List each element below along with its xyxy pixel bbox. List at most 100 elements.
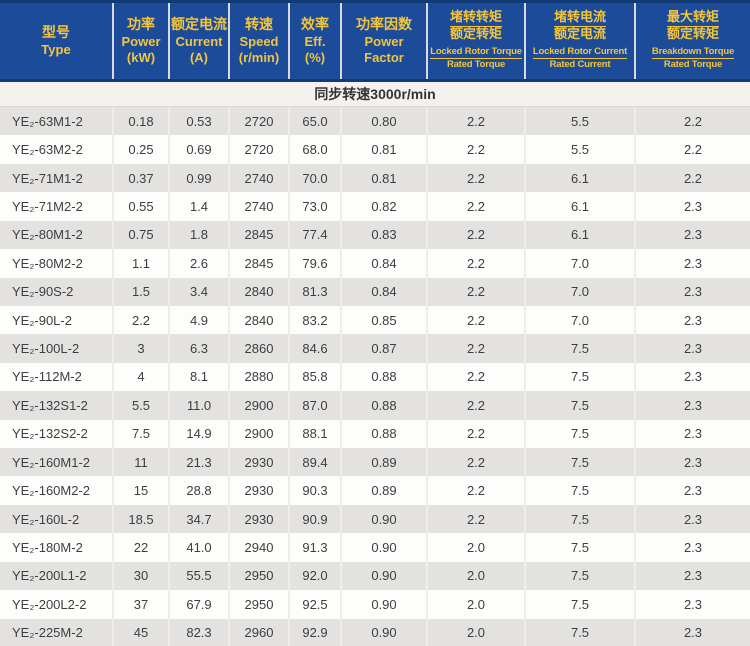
value-cell: 2.2 — [636, 107, 750, 136]
fraction-denominator: 额定转矩 — [666, 26, 719, 42]
value-cell: 11 — [114, 448, 168, 477]
header-unit: (A) — [189, 49, 209, 65]
value-cell: 90.3 — [290, 476, 340, 505]
value-cell: 0.25 — [114, 135, 168, 164]
value-cell: 77.4 — [290, 220, 340, 250]
value-cell: 2.3 — [636, 561, 750, 591]
model-type-cell: YE₂-80M2-2 — [0, 249, 112, 278]
value-cell: 45 — [114, 618, 168, 646]
header-col-efficiency: 效率 Eff. (%) — [290, 3, 340, 79]
model-type-cell: YE₂-63M1-2 — [0, 107, 112, 136]
table-row: YE₂-132S2-2 7.5 14.9 2900 88.1 0.88 2.2 7.5 2.3 — [0, 419, 750, 449]
table-row: YE₂-63M2-2 0.25 0.69 2720 68.0 0.81 2.2 5.5 2.2 — [0, 135, 750, 164]
value-cell: 2.3 — [636, 192, 750, 221]
value-cell: 6.1 — [526, 163, 634, 193]
value-cell: 2.3 — [636, 419, 750, 449]
value-cell: 3 — [114, 334, 168, 363]
table-row: YE₂-112M-2 4 8.1 2880 85.8 0.88 2.2 7.5 2.3 — [0, 362, 750, 392]
value-cell: 1.8 — [170, 220, 228, 250]
value-cell: 0.89 — [342, 448, 426, 477]
value-cell: 2.2 — [428, 419, 524, 449]
value-cell: 2.3 — [636, 305, 750, 335]
header-label-zh: 额定电流 — [171, 16, 227, 32]
value-cell: 2930 — [230, 504, 288, 534]
value-cell: 0.88 — [342, 419, 426, 449]
value-cell: 89.4 — [290, 448, 340, 477]
value-cell: 82.3 — [170, 618, 228, 646]
value-cell: 2900 — [230, 391, 288, 420]
value-cell: 7.5 — [526, 504, 634, 534]
value-cell: 2.2 — [428, 448, 524, 477]
value-cell: 0.69 — [170, 135, 228, 164]
value-cell: 1.5 — [114, 277, 168, 306]
value-cell: 0.55 — [114, 192, 168, 221]
value-cell: 2.3 — [636, 220, 750, 250]
model-type-cell: YE₂-160L-2 — [0, 504, 112, 534]
header-unit: (kW) — [126, 49, 156, 65]
value-cell: 2740 — [230, 163, 288, 193]
table-row: YE₂-132S1-2 5.5 11.0 2900 87.0 0.88 2.2 7.5 2.3 — [0, 391, 750, 420]
table-row: YE₂-71M1-2 0.37 0.99 2740 70.0 0.81 2.2 6.1 2.2 — [0, 163, 750, 193]
value-cell: 2720 — [230, 107, 288, 136]
fraction-numerator: Breakdown Torque — [651, 46, 734, 60]
header-col-breakdown-torque: 最大转矩 额定转矩 Breakdown Torque Rated Torque — [636, 3, 750, 79]
value-cell: 4.9 — [170, 305, 228, 335]
table-row: YE₂-200L2-2 37 67.9 2950 92.5 0.90 2.0 7.5 2.3 — [0, 590, 750, 619]
value-cell: 2960 — [230, 618, 288, 646]
value-cell: 0.18 — [114, 107, 168, 136]
value-cell: 15 — [114, 476, 168, 505]
value-cell: 2.2 — [428, 135, 524, 164]
table-row: YE₂-80M1-2 0.75 1.8 2845 77.4 0.83 2.2 6.1 2.3 — [0, 220, 750, 250]
fraction-numerator: 最大转矩 — [666, 9, 719, 28]
table-row: YE₂-90S-2 1.5 3.4 2840 81.3 0.84 2.2 7.0 2.3 — [0, 277, 750, 306]
fraction-numerator: 堵转转矩 — [449, 9, 502, 28]
value-cell: 1.1 — [114, 249, 168, 278]
header-fraction-zh: 最大转矩 额定转矩 — [666, 9, 719, 42]
table-row: YE₂-100L-2 3 6.3 2860 84.6 0.87 2.2 7.5 2.3 — [0, 334, 750, 363]
header-unit: (r/min) — [238, 49, 280, 65]
value-cell: 0.88 — [342, 362, 426, 392]
value-cell: 0.90 — [342, 533, 426, 562]
value-cell: 2.2 — [636, 135, 750, 164]
value-cell: 2.3 — [636, 334, 750, 363]
value-cell: 0.88 — [342, 391, 426, 420]
value-cell: 2.2 — [428, 305, 524, 335]
value-cell: 22 — [114, 533, 168, 562]
value-cell: 0.90 — [342, 590, 426, 619]
model-type-cell: YE₂-180M-2 — [0, 533, 112, 562]
table-row: YE₂-63M1-2 0.18 0.53 2720 65.0 0.80 2.2 5.5 2.2 — [0, 107, 750, 136]
value-cell: 11.0 — [170, 391, 228, 420]
value-cell: 7.5 — [526, 618, 634, 646]
header-fraction-en: Breakdown Torque Rated Torque — [651, 46, 734, 72]
value-cell: 30 — [114, 561, 168, 591]
header-col-power-factor: 功率因数 Power Factor — [342, 3, 426, 79]
header-label-zh: 型号 — [42, 24, 70, 41]
value-cell: 83.2 — [290, 305, 340, 335]
model-type-cell: YE₂-160M2-2 — [0, 476, 112, 505]
value-cell: 7.5 — [114, 419, 168, 449]
header-col-power: 功率 Power (kW) — [114, 3, 168, 79]
value-cell: 0.87 — [342, 334, 426, 363]
table-row: YE₂-160M1-2 11 21.3 2930 89.4 0.89 2.2 7.5 2.3 — [0, 448, 750, 477]
table-row: YE₂-180M-2 22 41.0 2940 91.3 0.90 2.0 7.5 2.3 — [0, 533, 750, 562]
header-fraction-zh: 堵转转矩 额定转矩 — [449, 9, 502, 42]
value-cell: 2.2 — [428, 192, 524, 221]
fraction-numerator: Locked Rotor Current — [532, 46, 627, 60]
model-type-cell: YE₂-100L-2 — [0, 334, 112, 363]
value-cell: 41.0 — [170, 533, 228, 562]
model-type-cell: YE₂-132S2-2 — [0, 419, 112, 449]
value-cell: 7.5 — [526, 533, 634, 562]
table-row: YE₂-71M2-2 0.55 1.4 2740 73.0 0.82 2.2 6.1 2.3 — [0, 192, 750, 221]
table-header: 型号 Type 功率 Power (kW) 额定电流 Current (A) 转… — [0, 0, 750, 82]
value-cell: 88.1 — [290, 419, 340, 449]
table-row: YE₂-200L1-2 30 55.5 2950 92.0 0.90 2.0 7.5 2.3 — [0, 561, 750, 591]
header-col-speed: 转速 Speed (r/min) — [230, 3, 288, 79]
value-cell: 2.2 — [428, 107, 524, 136]
value-cell: 2.0 — [428, 561, 524, 591]
value-cell: 0.99 — [170, 163, 228, 193]
value-cell: 2.6 — [170, 249, 228, 278]
fraction-numerator: 堵转电流 — [553, 9, 606, 28]
value-cell: 2.0 — [428, 533, 524, 562]
value-cell: 7.0 — [526, 305, 634, 335]
value-cell: 79.6 — [290, 249, 340, 278]
